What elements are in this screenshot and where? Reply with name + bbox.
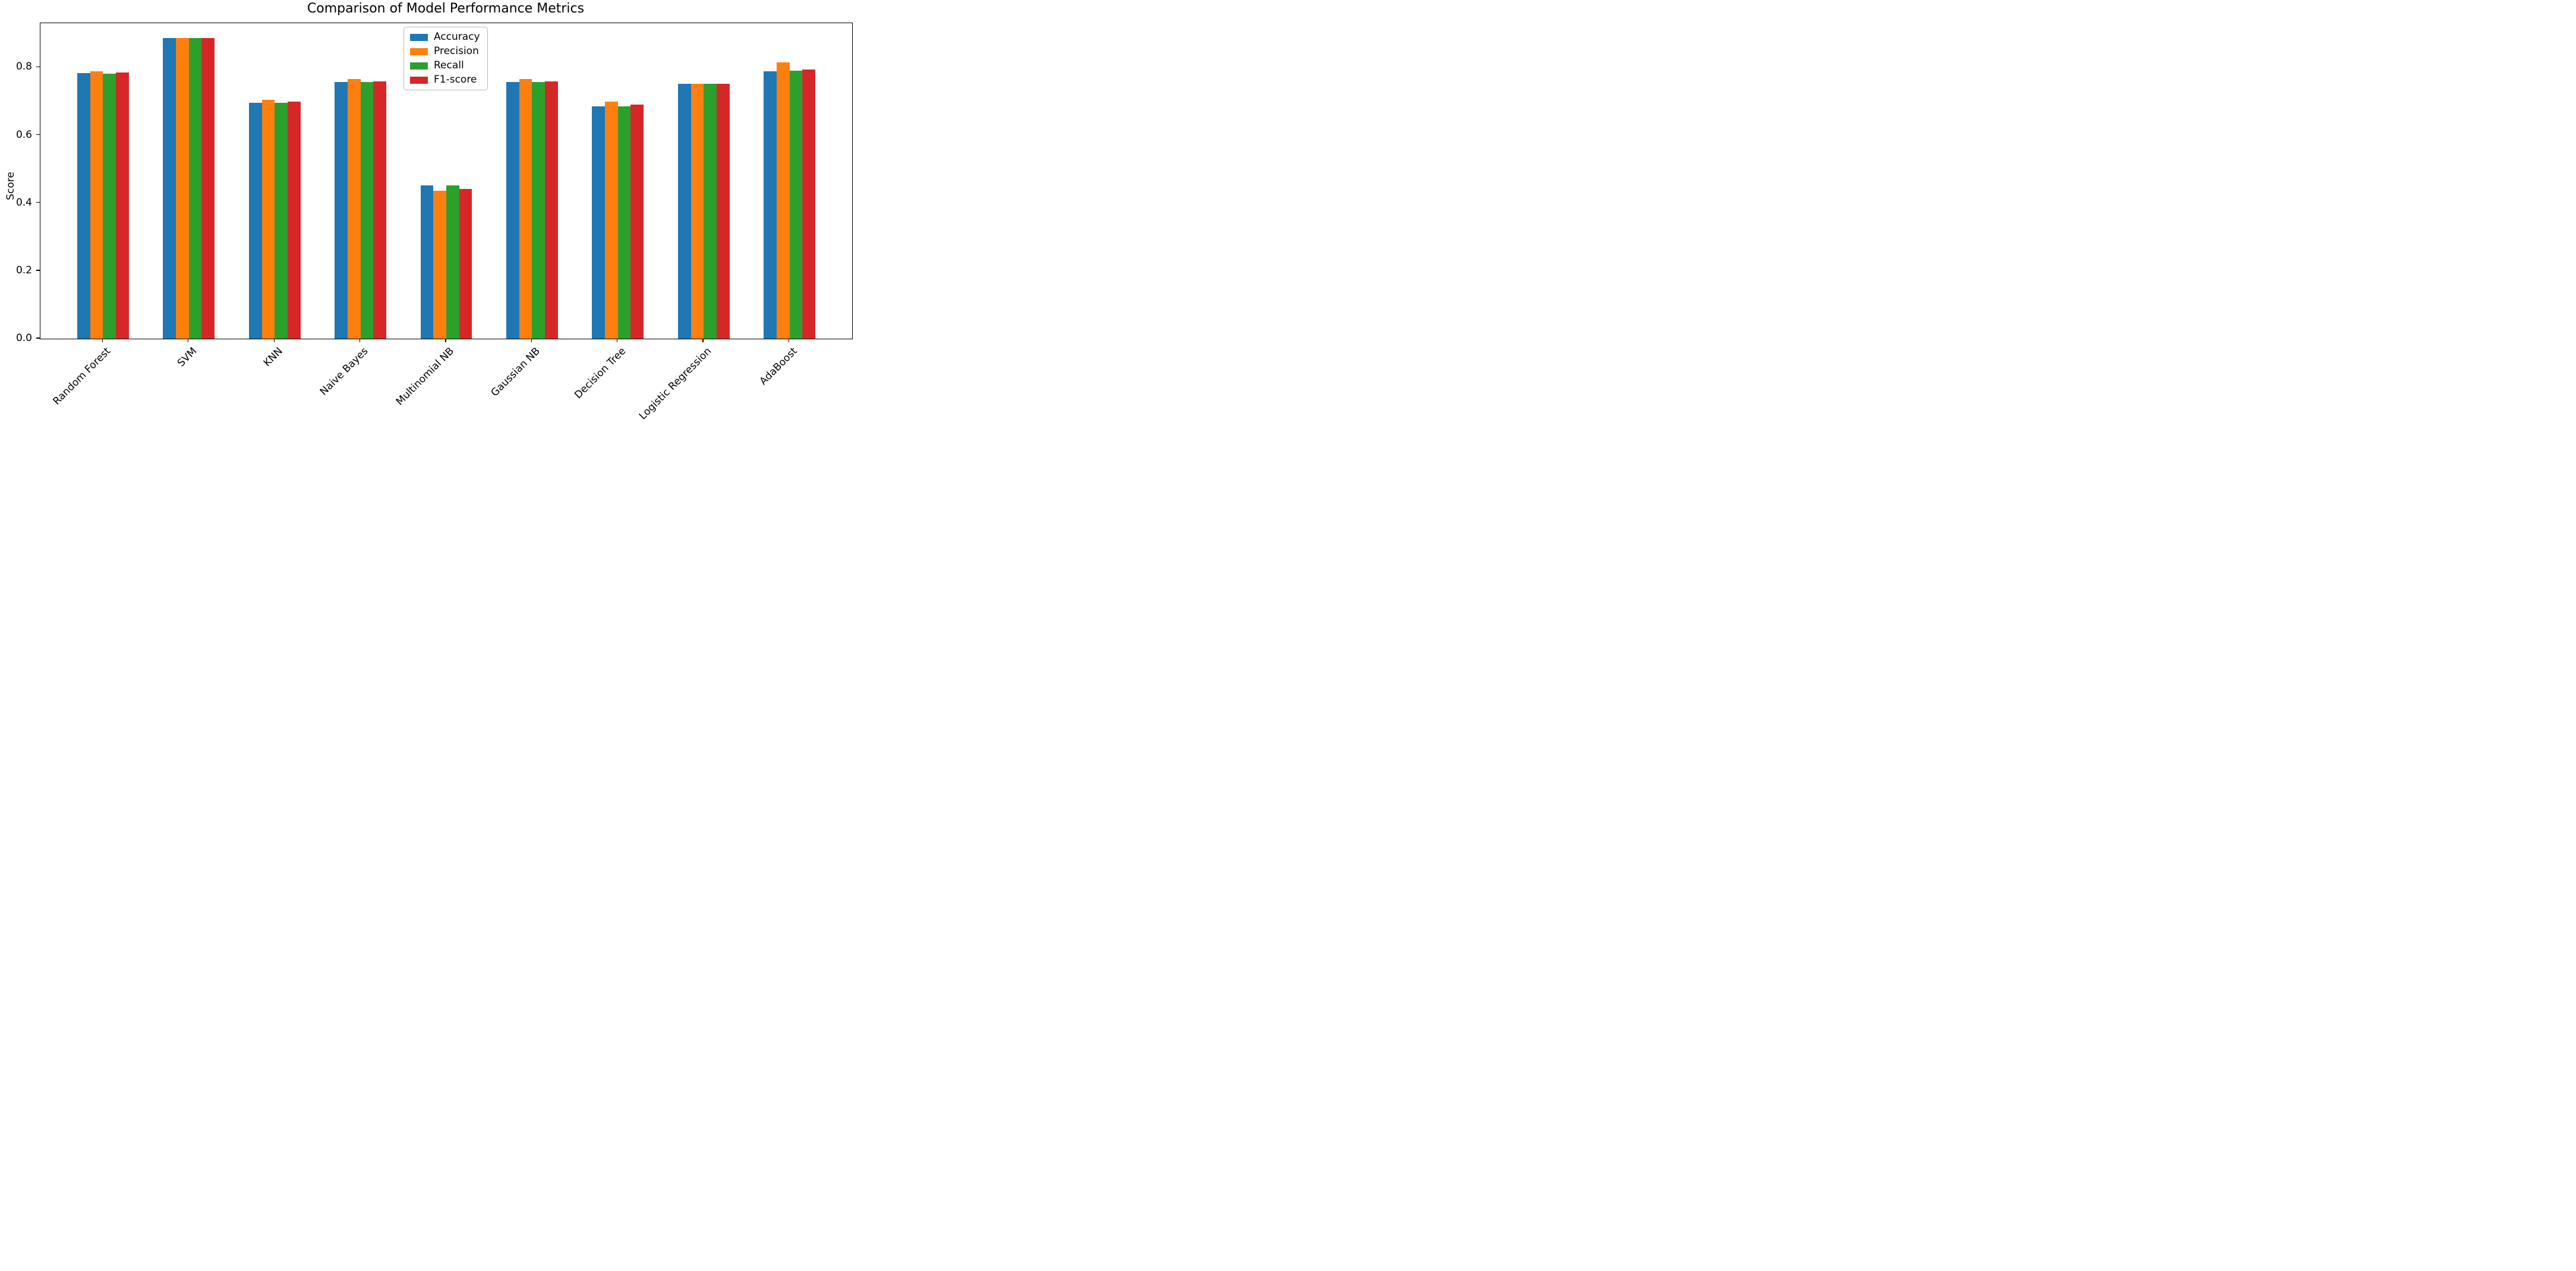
legend-item-recall: Recall (410, 61, 480, 71)
bar-precision-random-forest (90, 71, 103, 339)
y-tick-label: 0.6 (15, 128, 32, 141)
y-tick-label: 0.4 (15, 196, 32, 209)
x-tick-label-multinomial-nb: Multinomial NB (393, 345, 457, 408)
y-tick-label: 0.8 (15, 61, 32, 73)
bar-accuracy-logistic-regression (677, 83, 691, 339)
bar-f1-score-gaussian-nb (545, 81, 558, 339)
x-tick-mark (102, 339, 103, 343)
legend-label-recall: Recall (434, 59, 464, 71)
bar-f1-score-logistic-regression (716, 83, 730, 339)
y-axis-label: Score (5, 172, 17, 200)
x-tick-label-decision-tree: Decision Tree (572, 345, 628, 402)
x-tick-label-knn: KNN (261, 345, 285, 370)
bar-precision-naive-bayes (347, 79, 361, 339)
legend-swatch-f1-score (410, 76, 428, 84)
bar-f1-score-svm (201, 38, 215, 339)
bar-recall-svm (188, 38, 202, 339)
x-tick-label-gaussian-nb: Gaussian NB (488, 345, 543, 399)
legend-item-accuracy: Accuracy (410, 32, 480, 42)
legend-label-precision: Precision (434, 45, 479, 57)
bar-accuracy-naive-bayes (335, 82, 348, 339)
legend-item-precision: Precision (410, 46, 480, 56)
x-tick-mark (445, 339, 446, 343)
x-tick-mark (273, 339, 275, 343)
bar-recall-knn (275, 102, 288, 339)
legend-swatch-accuracy (410, 33, 428, 41)
bar-f1-score-decision-tree (630, 104, 644, 339)
bar-recall-multinomial-nb (446, 185, 459, 339)
bar-recall-logistic-regression (704, 83, 717, 339)
x-tick-label-random-forest: Random Forest (51, 345, 113, 408)
bar-precision-logistic-regression (690, 83, 704, 339)
y-tick-mark (36, 202, 40, 203)
bar-f1-score-knn (287, 101, 301, 339)
bar-precision-adaboost (776, 62, 790, 339)
legend-item-f1-score: F1-score (410, 75, 480, 85)
bar-f1-score-multinomial-nb (459, 188, 472, 339)
bar-precision-svm (176, 38, 189, 339)
bar-precision-knn (261, 99, 275, 339)
figure: Comparison of Model Performance Metrics … (0, 0, 859, 424)
x-tick-mark (531, 339, 532, 343)
x-tick-label-logistic-regression: Logistic Regression (636, 345, 714, 422)
y-tick-label: 0.2 (15, 264, 32, 276)
x-tick-label-naive-bayes: Naive Bayes (318, 345, 371, 398)
legend-swatch-precision (410, 48, 428, 55)
bar-f1-score-adaboost (802, 70, 815, 339)
bar-precision-decision-tree (605, 102, 618, 339)
legend-swatch-recall (410, 62, 428, 70)
legend: Accuracy Precision Recall F1-score (403, 27, 488, 90)
chart-title: Comparison of Model Performance Metrics (307, 1, 585, 16)
bar-recall-naive-bayes (360, 82, 374, 339)
y-tick-label: 0.0 (15, 332, 32, 344)
bar-precision-gaussian-nb (519, 79, 532, 339)
bar-recall-decision-tree (617, 106, 631, 339)
bar-f1-score-random-forest (116, 72, 129, 339)
legend-label-accuracy: Accuracy (434, 31, 480, 43)
bar-accuracy-random-forest (77, 73, 90, 339)
x-tick-label-svm: SVM (175, 345, 199, 370)
bar-precision-multinomial-nb (433, 190, 446, 339)
bar-recall-adaboost (789, 71, 803, 339)
legend-label-f1-score: F1-score (434, 74, 477, 86)
bar-accuracy-knn (248, 102, 262, 339)
bar-f1-score-naive-bayes (373, 81, 386, 339)
bar-accuracy-svm (163, 38, 176, 339)
bar-accuracy-adaboost (764, 71, 777, 339)
bar-accuracy-decision-tree (592, 106, 606, 339)
bar-accuracy-multinomial-nb (420, 185, 434, 339)
bar-recall-random-forest (103, 73, 116, 339)
bar-recall-gaussian-nb (532, 82, 546, 339)
x-tick-mark (702, 339, 704, 343)
y-tick-mark (36, 134, 40, 135)
bar-accuracy-gaussian-nb (506, 82, 519, 339)
x-tick-label-adaboost: AdaBoost (757, 345, 800, 388)
